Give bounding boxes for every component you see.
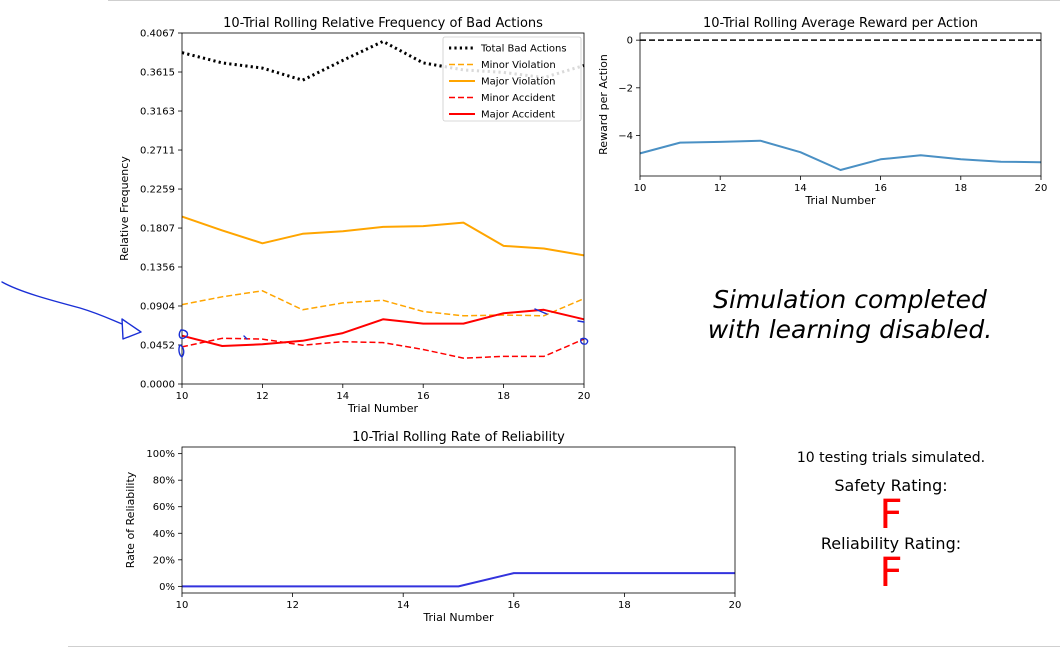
x-tick-label: 18 (618, 600, 631, 611)
y-tick-label: 0.2711 (140, 146, 175, 157)
series-line-4 (181, 308, 585, 347)
x-tick-label: 18 (954, 183, 967, 194)
y-tick-label: 0.0904 (140, 301, 175, 312)
x-tick-label: 16 (874, 183, 887, 194)
chart-title: 10-Trial Rolling Rate of Reliability (352, 430, 565, 445)
pen-stroke-4 (243, 335, 248, 340)
safety-rating-grade: F (879, 492, 903, 538)
y-axis-label: Reward per Action (597, 54, 610, 155)
y-tick-label: 20% (153, 555, 175, 566)
y-tick-label: 100% (146, 449, 175, 460)
bad-actions-chart: 10-Trial Rolling Relative Frequency of B… (118, 16, 590, 415)
y-tick-label: 0.3615 (140, 68, 175, 79)
x-tick-label: 16 (417, 391, 430, 402)
y-tick-label: 0% (159, 582, 175, 593)
y-tick-label: 0 (627, 36, 633, 47)
x-tick-label: 10 (176, 600, 189, 611)
x-tick-label: 12 (714, 183, 727, 194)
plot-frame (181, 446, 736, 594)
handwritten-annotations (1, 281, 589, 358)
legend-label-0: Total Bad Actions (480, 44, 567, 55)
simulation-message-line1: Simulation completed (713, 285, 987, 314)
x-axis-label: Trial Number (422, 611, 494, 624)
y-tick-label: 0.4067 (140, 29, 175, 40)
y-tick-label: 80% (153, 476, 175, 487)
pen-stroke-0 (1, 281, 123, 325)
y-tick-label: −2 (618, 83, 633, 94)
y-axis-label: Rate of Reliability (124, 471, 137, 568)
ratings-panel: 10 testing trials simulated. Safety Rati… (760, 448, 1022, 596)
series-line-3 (181, 337, 585, 359)
pen-stroke-1 (121, 318, 142, 340)
bottom-divider (68, 646, 1060, 647)
pen-stroke-6 (577, 320, 585, 323)
series-line-1 (181, 290, 585, 317)
legend-label-1: Minor Violation (481, 60, 556, 71)
y-tick-label: 0.1356 (140, 262, 175, 273)
simulation-message-line2: with learning disabled. (707, 315, 993, 344)
series-line-0 (639, 139, 1042, 171)
pen-stroke-5 (534, 308, 548, 315)
x-tick-label: 16 (507, 600, 520, 611)
pen-stroke-2 (178, 329, 189, 340)
y-tick-label: −4 (618, 131, 633, 142)
y-tick-label: 0.0000 (140, 380, 175, 391)
pen-stroke-7 (580, 337, 589, 345)
y-tick-label: 0.2259 (140, 185, 175, 196)
plot-frame (181, 32, 585, 385)
x-tick-label: 14 (794, 183, 807, 194)
x-tick-label: 10 (176, 391, 189, 402)
x-tick-label: 10 (634, 183, 647, 194)
x-axis-label: Trial Number (804, 194, 876, 207)
series-line-2 (181, 215, 585, 257)
x-tick-label: 18 (497, 391, 510, 402)
y-tick-label: 0.1807 (140, 224, 175, 235)
x-tick-label: 12 (256, 391, 269, 402)
y-axis-label: Relative Frequency (118, 156, 131, 261)
x-tick-label: 14 (336, 391, 349, 402)
x-tick-label: 12 (286, 600, 299, 611)
safety-rating-label: Safety Rating: (834, 476, 948, 495)
x-tick-label: 20 (729, 600, 742, 611)
chart-title: 10-Trial Rolling Relative Frequency of B… (223, 16, 543, 31)
legend-box (442, 36, 582, 122)
x-tick-label: 20 (1035, 183, 1048, 194)
reliability-rating-grade: F (879, 550, 903, 596)
legend: Total Bad Actions Minor Violation Major Vi… (442, 36, 582, 122)
pen-stroke-3 (178, 344, 185, 358)
legend-label-2: Major Violation (481, 77, 556, 88)
plot-frame (639, 32, 1042, 177)
legend-label-3: Minor Accident (481, 93, 555, 104)
chart-title: 10-Trial Rolling Average Reward per Acti… (703, 16, 978, 31)
simulation-message: Simulation completed with learning disab… (660, 285, 1040, 345)
reliability-rating-label: Reliability Rating: (820, 534, 962, 553)
y-tick-label: 40% (153, 529, 175, 540)
legend-label-4: Major Accident (481, 110, 555, 121)
x-tick-label: 20 (578, 391, 591, 402)
x-axis-label: Trial Number (347, 402, 419, 415)
series-line-0 (182, 572, 735, 588)
reliability-chart: 10-Trial Rolling Rate of Reliability 10 12… (124, 430, 741, 624)
trials-simulated-text: 10 testing trials simulated. (796, 450, 986, 466)
x-tick-label: 14 (397, 600, 410, 611)
y-tick-label: 0.3163 (140, 107, 175, 118)
reward-chart: 10-Trial Rolling Average Reward per Acti… (597, 16, 1047, 207)
y-tick-label: 0.0452 (140, 340, 175, 351)
y-tick-label: 60% (153, 502, 175, 513)
top-divider (108, 0, 1060, 1)
